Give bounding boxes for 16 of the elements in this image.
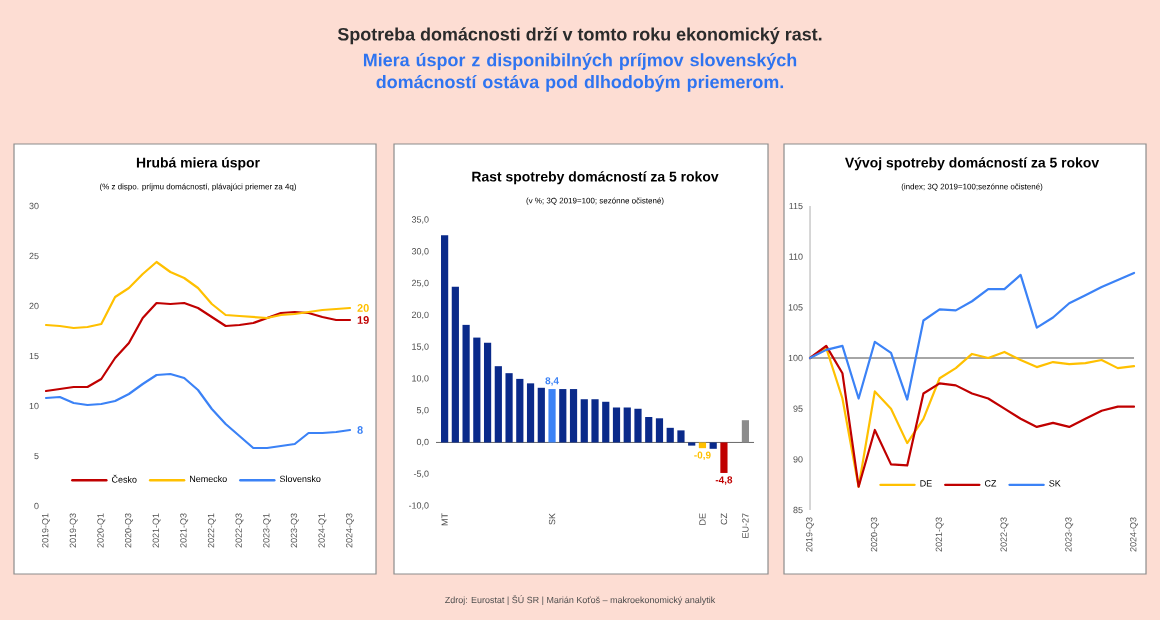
bar [483,342,492,443]
line-series [44,372,352,450]
bar [441,235,449,443]
bar [569,389,578,443]
bar [537,387,545,443]
bar [559,389,567,443]
bar [741,420,750,443]
text: Miera úspor z disponibilných príjmov slovenských domácností ostáva pod dlhodobým priemerom. [363,53,797,92]
bar [709,442,717,449]
bar [720,442,728,473]
bar [612,407,621,443]
text: Spotreba domácnosti drží v tomto roku ekonomický rast. [337,27,822,45]
bar [655,418,664,443]
bar [548,389,556,443]
bar [698,442,707,449]
bar [526,383,535,443]
